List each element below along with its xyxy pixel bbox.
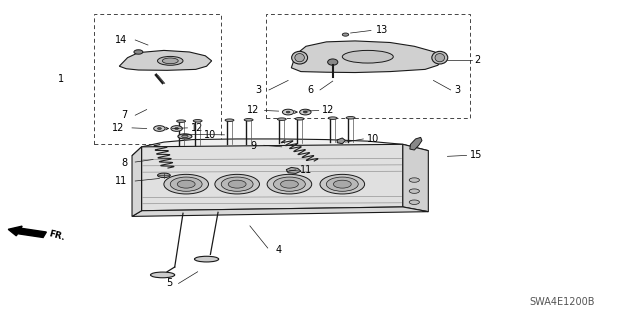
- Ellipse shape: [409, 189, 419, 193]
- Ellipse shape: [178, 134, 192, 139]
- Polygon shape: [119, 50, 212, 70]
- Polygon shape: [132, 139, 428, 156]
- Ellipse shape: [346, 116, 355, 119]
- Polygon shape: [337, 138, 346, 144]
- Ellipse shape: [277, 118, 286, 120]
- Text: 14: 14: [115, 35, 127, 45]
- Text: 15: 15: [470, 150, 482, 160]
- Text: 12: 12: [191, 123, 204, 133]
- Bar: [94, 14, 221, 144]
- Ellipse shape: [342, 33, 349, 36]
- Circle shape: [175, 128, 179, 130]
- Polygon shape: [291, 41, 442, 72]
- Ellipse shape: [328, 117, 337, 119]
- Text: 6: 6: [307, 85, 314, 95]
- Ellipse shape: [134, 50, 143, 54]
- Ellipse shape: [163, 58, 178, 64]
- Ellipse shape: [221, 177, 253, 191]
- Text: 10: 10: [204, 130, 216, 140]
- Ellipse shape: [432, 51, 448, 64]
- Text: 12: 12: [112, 123, 124, 133]
- Polygon shape: [286, 167, 301, 174]
- Ellipse shape: [267, 174, 312, 194]
- Text: 3: 3: [454, 85, 460, 95]
- Polygon shape: [410, 137, 422, 150]
- Text: 5: 5: [166, 278, 172, 288]
- Ellipse shape: [195, 256, 219, 262]
- Circle shape: [286, 111, 290, 113]
- Ellipse shape: [409, 200, 419, 204]
- Bar: [266, 14, 470, 118]
- Text: 10: 10: [367, 134, 379, 144]
- Text: 1: 1: [58, 74, 64, 84]
- Ellipse shape: [244, 119, 253, 121]
- Ellipse shape: [435, 54, 445, 62]
- Text: 3: 3: [255, 85, 261, 95]
- Ellipse shape: [164, 174, 209, 194]
- Text: 13: 13: [376, 26, 388, 35]
- Circle shape: [303, 111, 307, 113]
- Text: 11: 11: [300, 165, 312, 175]
- Ellipse shape: [409, 178, 419, 182]
- Ellipse shape: [295, 54, 305, 62]
- Ellipse shape: [225, 119, 234, 122]
- Ellipse shape: [177, 180, 195, 188]
- Ellipse shape: [342, 50, 394, 63]
- Polygon shape: [141, 144, 403, 211]
- Ellipse shape: [292, 51, 308, 64]
- Text: SWA4E1200B: SWA4E1200B: [529, 297, 595, 307]
- Text: 8: 8: [122, 158, 127, 168]
- Text: 12: 12: [247, 106, 259, 115]
- Ellipse shape: [333, 180, 351, 188]
- Ellipse shape: [177, 120, 186, 122]
- Ellipse shape: [320, 174, 365, 194]
- Polygon shape: [132, 207, 428, 216]
- Ellipse shape: [182, 135, 188, 138]
- Ellipse shape: [193, 120, 202, 122]
- Polygon shape: [132, 147, 141, 216]
- Ellipse shape: [228, 180, 246, 188]
- Circle shape: [157, 128, 161, 130]
- Ellipse shape: [150, 272, 175, 278]
- Circle shape: [282, 109, 294, 115]
- Text: 7: 7: [122, 110, 127, 120]
- Ellipse shape: [273, 177, 305, 191]
- Ellipse shape: [170, 177, 202, 191]
- Text: 4: 4: [275, 245, 282, 255]
- Circle shape: [154, 126, 165, 131]
- Circle shape: [300, 109, 311, 115]
- Ellipse shape: [157, 173, 170, 178]
- Text: 2: 2: [474, 55, 481, 65]
- Circle shape: [171, 126, 182, 131]
- Ellipse shape: [326, 177, 358, 191]
- Ellipse shape: [295, 117, 304, 120]
- Text: 11: 11: [115, 176, 127, 186]
- Ellipse shape: [280, 180, 298, 188]
- Text: FR.: FR.: [47, 230, 65, 242]
- Text: 9: 9: [250, 141, 256, 151]
- Ellipse shape: [215, 174, 259, 194]
- Text: 12: 12: [322, 106, 334, 115]
- Polygon shape: [403, 144, 428, 212]
- Ellipse shape: [328, 59, 338, 65]
- Ellipse shape: [157, 56, 183, 65]
- FancyArrow shape: [8, 226, 46, 237]
